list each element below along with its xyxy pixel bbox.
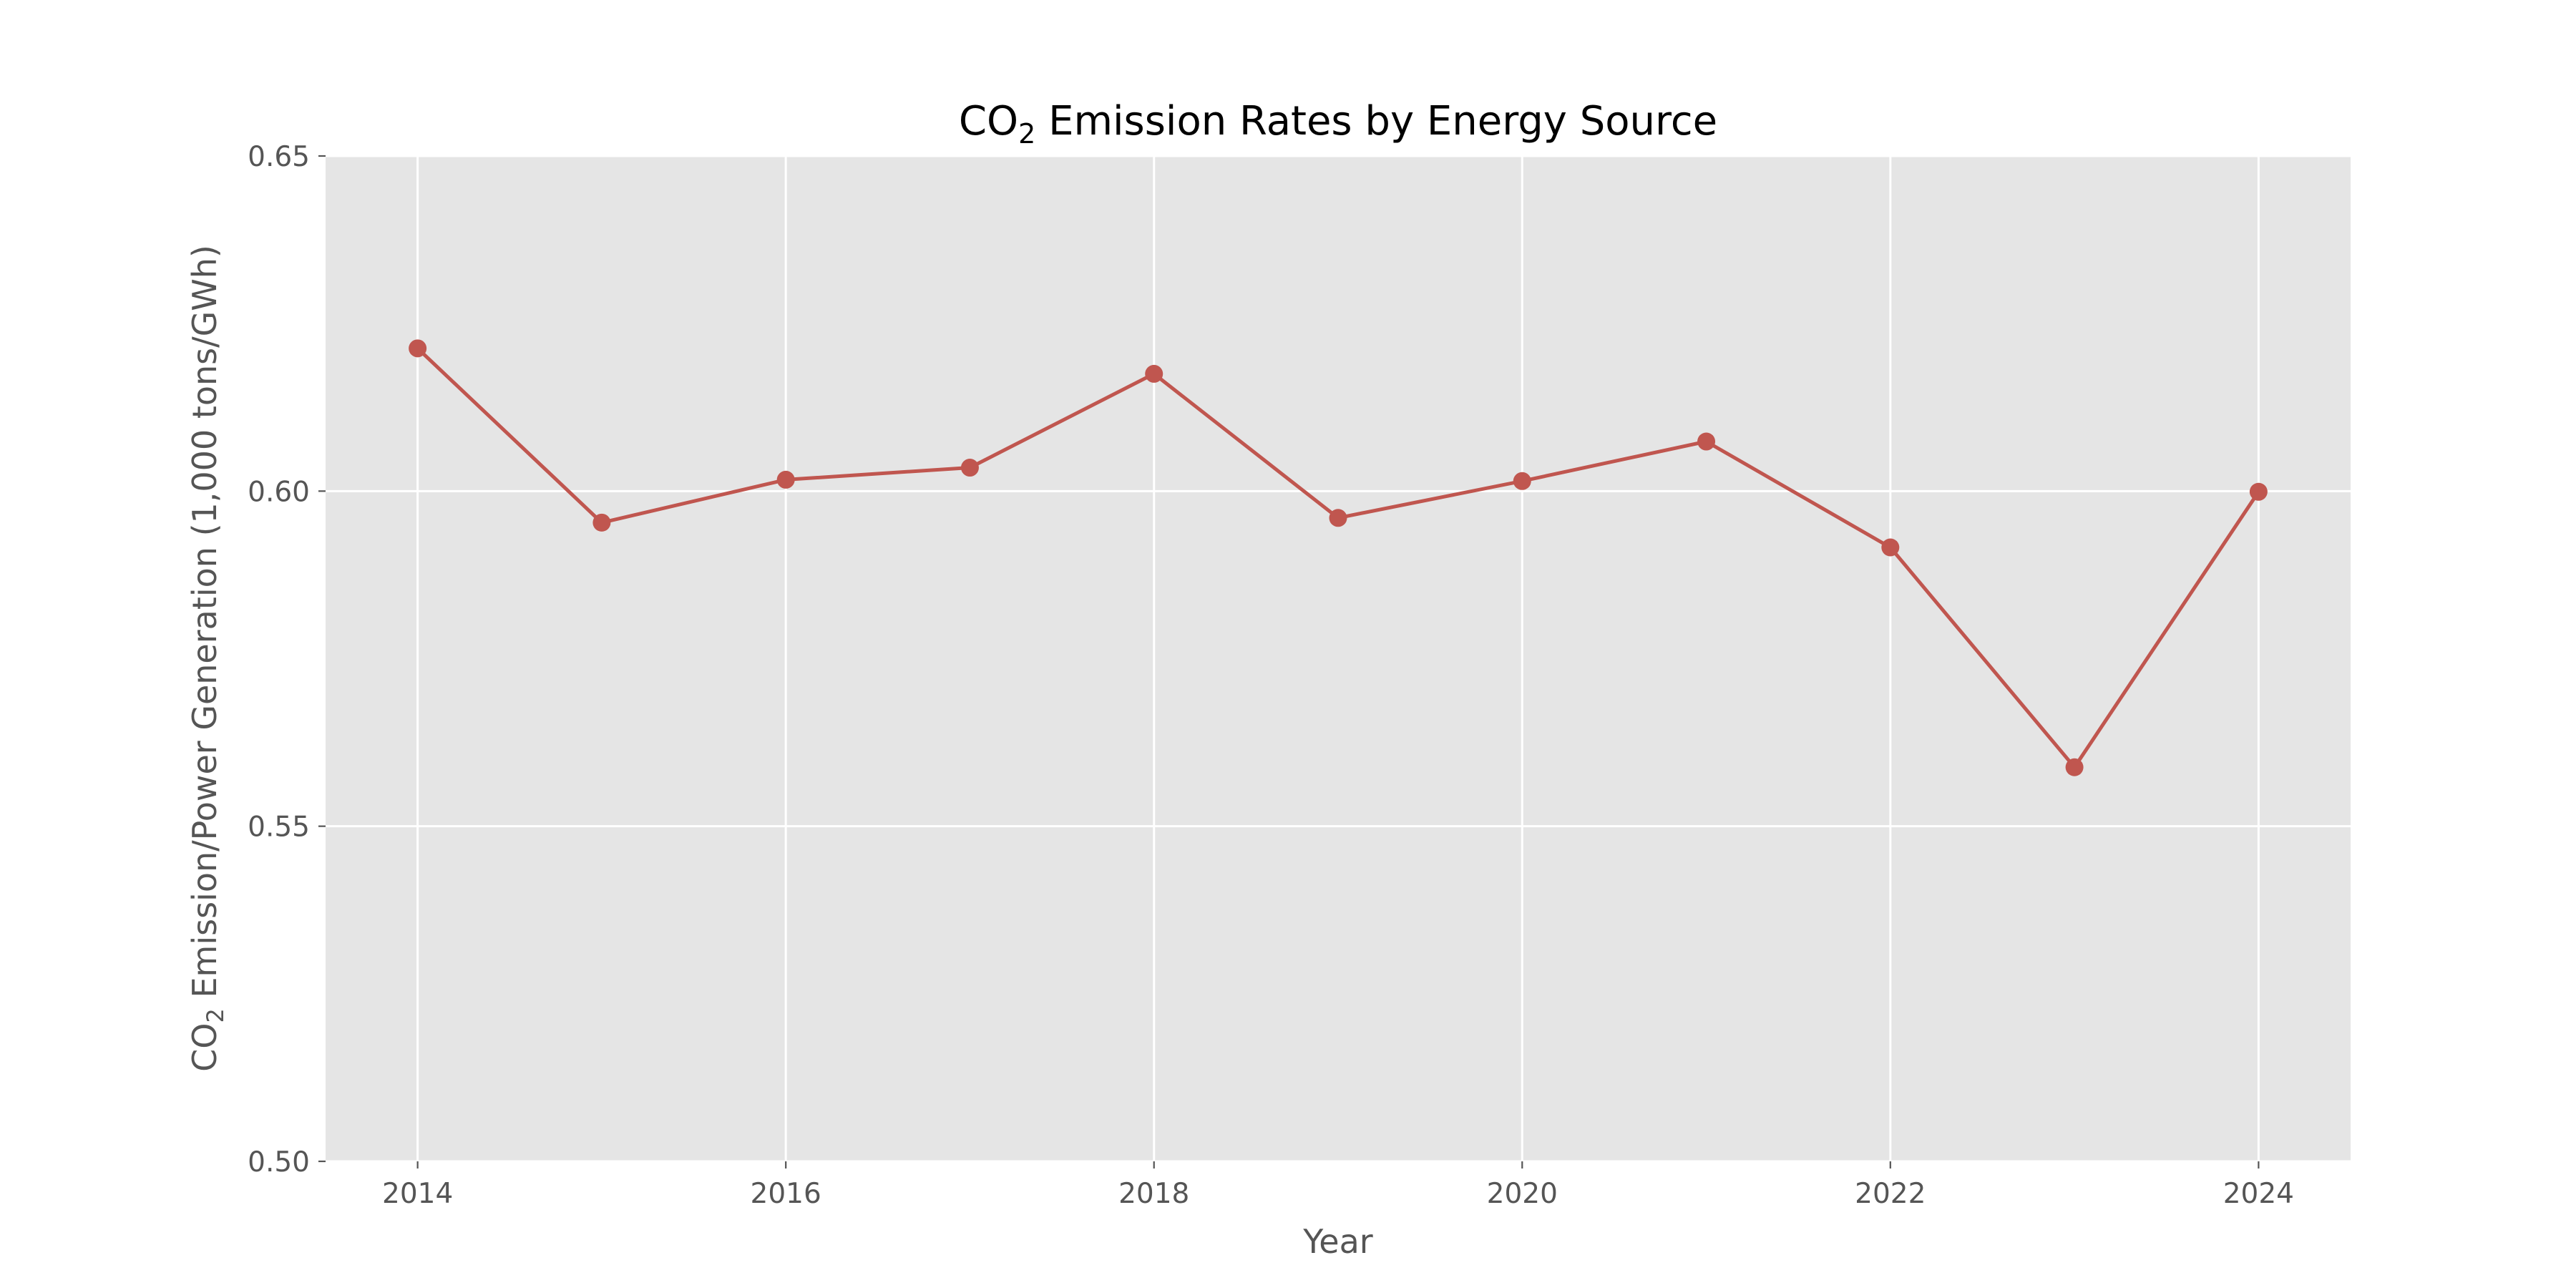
grid bbox=[326, 155, 2351, 1163]
x-tick-label: 2018 bbox=[1118, 1178, 1189, 1210]
data-point bbox=[1145, 364, 1163, 383]
data-point bbox=[776, 470, 795, 489]
y-tick-label: 0.50 bbox=[248, 1146, 310, 1179]
data-point bbox=[1881, 538, 1900, 557]
data-point bbox=[960, 459, 979, 477]
y-tick-label: 0.60 bbox=[248, 476, 310, 508]
data-point bbox=[1513, 472, 1531, 490]
data-point bbox=[1697, 432, 1716, 451]
data-point bbox=[409, 339, 427, 358]
y-tick-label: 0.65 bbox=[248, 141, 310, 173]
x-tick-label: 2024 bbox=[2223, 1178, 2294, 1210]
x-axis-label: Year bbox=[1302, 1222, 1372, 1261]
data-point bbox=[1329, 509, 1347, 527]
data-point bbox=[2065, 758, 2084, 776]
data-point bbox=[592, 513, 611, 532]
chart-title: CO2 Emission Rates by Energy Source bbox=[959, 98, 1717, 150]
y-tick-label: 0.55 bbox=[248, 811, 310, 844]
x-tick-label: 2016 bbox=[751, 1178, 821, 1210]
series bbox=[409, 339, 2268, 776]
y-axis-label: CO2 Emission/Power Generation (1,000 ton… bbox=[185, 245, 229, 1072]
x-tick-label: 2020 bbox=[1487, 1178, 1558, 1210]
data-point bbox=[2249, 482, 2268, 501]
x-tick-label: 2014 bbox=[382, 1178, 453, 1210]
ticks: 2014 2016 2018 2020 2022 2024 0.50 0.55 0.60 0.65 bbox=[248, 141, 2294, 1210]
plot-background bbox=[326, 156, 2351, 1161]
x-tick-label: 2022 bbox=[1855, 1178, 1926, 1210]
